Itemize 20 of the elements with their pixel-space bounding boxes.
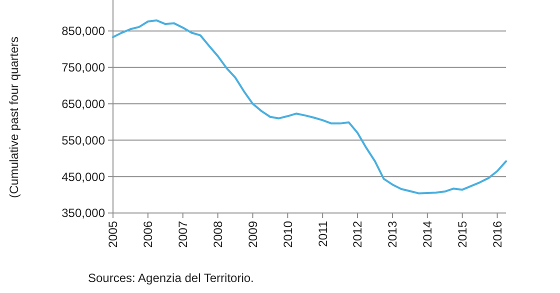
x-tick-label: 2012 (350, 220, 365, 248)
y-tick-label: 850,000 (62, 24, 106, 38)
y-tick-label: 650,000 (62, 96, 106, 111)
source-note: Sources: Agenzia del Territorio. (88, 271, 254, 285)
x-tick-label: 2008 (211, 220, 225, 248)
x-tick-label: 2007 (176, 220, 190, 248)
x-tick-label: 2010 (280, 220, 295, 248)
x-tick-label: 2009 (246, 220, 260, 248)
x-tick-label: 2016 (490, 220, 504, 248)
x-tick-label: 2011 (316, 220, 330, 247)
y-tick-label: 550,000 (62, 133, 106, 148)
x-tick-label: 2015 (456, 220, 470, 248)
x-tick-label: 2014 (420, 220, 435, 248)
y-tick-label: 750,000 (62, 60, 106, 75)
y-tick-label: 450,000 (62, 170, 106, 184)
y-tick-label: 350,000 (62, 206, 106, 220)
x-tick-label: 2005 (106, 220, 120, 248)
x-tick-label: 2013 (386, 220, 400, 248)
x-tick-label: 2006 (141, 220, 156, 248)
y-axis-title: (Cumulative past four quarters (7, 36, 22, 198)
